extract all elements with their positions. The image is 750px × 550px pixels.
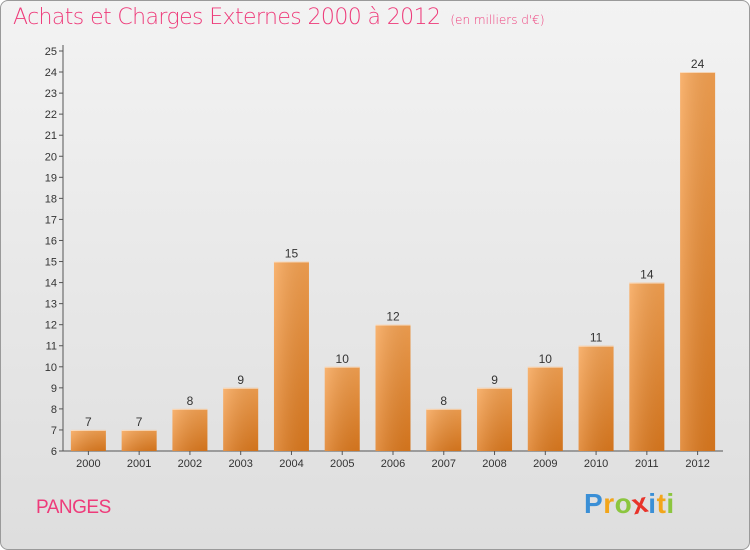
bar-shade <box>426 408 462 451</box>
data-label: 14 <box>640 268 654 282</box>
chart-title: Achats et Charges Externes 2000 à 2012 (e… <box>13 5 545 30</box>
y-tick-label: 11 <box>46 341 57 353</box>
y-tick-label: 20 <box>45 151 57 163</box>
data-label: 9 <box>491 373 498 387</box>
x-tick-label: 2010 <box>584 458 608 470</box>
x-tick-label: 2002 <box>178 458 202 470</box>
chart-subtitle: (en milliers d'€) <box>450 13 545 27</box>
data-label: 11 <box>590 331 603 345</box>
bars <box>70 72 716 451</box>
y-tick-label: 23 <box>45 88 57 100</box>
bar-shade <box>121 429 157 451</box>
data-label: 10 <box>539 352 553 366</box>
logo-letter: i <box>648 488 657 519</box>
bar-shade <box>477 387 513 451</box>
bar-shade <box>273 261 309 451</box>
axes: 6 7 8 9 10 11 12 13 14 15 16 17 18 19 20 21 22 23 24 25 <box>45 45 723 458</box>
place-name: PANGES <box>36 497 111 518</box>
y-tick-label: 19 <box>45 172 57 184</box>
data-label: 10 <box>336 352 350 366</box>
data-label: 9 <box>237 373 244 387</box>
logo-letter: r <box>603 488 615 519</box>
data-label: 15 <box>285 247 299 261</box>
y-tick-label: 17 <box>45 214 57 226</box>
bar-shade <box>172 408 208 451</box>
y-tick-label: 8 <box>51 404 57 416</box>
y-tick-label: 25 <box>45 46 57 58</box>
bar-shade <box>629 282 665 451</box>
x-tick-label: 2008 <box>482 458 506 470</box>
y-tick-label: 12 <box>45 320 57 332</box>
data-label: 8 <box>187 394 194 408</box>
y-tick-label: 18 <box>45 193 57 205</box>
y-tick-label: 24 <box>45 67 57 79</box>
x-tick-label: 2004 <box>279 458 303 470</box>
y-tick-label: 14 <box>45 278 57 290</box>
bar-shade <box>223 387 259 451</box>
x-tick-label: 2001 <box>127 458 151 470</box>
chart-title-text: Achats et Charges Externes 2000 à 2012 <box>13 5 441 30</box>
bar-shade <box>70 429 106 451</box>
y-tick-label: 9 <box>51 383 57 395</box>
data-label: 12 <box>386 310 400 324</box>
y-tick-label: 13 <box>45 299 57 311</box>
x-tick-label: 2005 <box>330 458 354 470</box>
logo-letter: P <box>584 488 604 519</box>
data-label: 8 <box>440 394 447 408</box>
bar-shade <box>375 324 411 451</box>
bar-shade <box>578 345 614 451</box>
logo-letter: i <box>666 488 675 519</box>
y-tick-label: 7 <box>51 425 57 437</box>
y-tick-label: 16 <box>45 235 57 247</box>
x-tick-label: 2012 <box>685 458 709 470</box>
bar-shade <box>680 72 716 451</box>
bar-shade <box>324 366 360 451</box>
y-tick-label: 22 <box>45 109 57 121</box>
data-label: 7 <box>85 415 92 429</box>
y-tick-label: 10 <box>45 362 57 374</box>
x-tick-label: 2006 <box>381 458 405 470</box>
logo-letter: o <box>614 488 633 519</box>
x-tick-label: 2009 <box>533 458 557 470</box>
x-tick-label: 2000 <box>76 458 100 470</box>
bar-shade <box>527 366 563 451</box>
x-tick-label: 2011 <box>635 458 659 470</box>
labels: 7 2000 7 2001 8 2002 9 2003 15 2004 10 2005 12 2006 8 2… <box>76 57 710 470</box>
y-tick-label: 15 <box>45 257 57 269</box>
data-label: 24 <box>691 57 705 71</box>
logo-letter: t <box>656 488 667 519</box>
y-tick-label: 6 <box>51 446 57 458</box>
proxiti-logo: Proxiti <box>584 487 675 521</box>
y-tick-label: 21 <box>45 130 57 142</box>
x-tick-label: 2003 <box>228 458 252 470</box>
x-tick-label: 2007 <box>432 458 456 470</box>
data-label: 7 <box>136 415 143 429</box>
